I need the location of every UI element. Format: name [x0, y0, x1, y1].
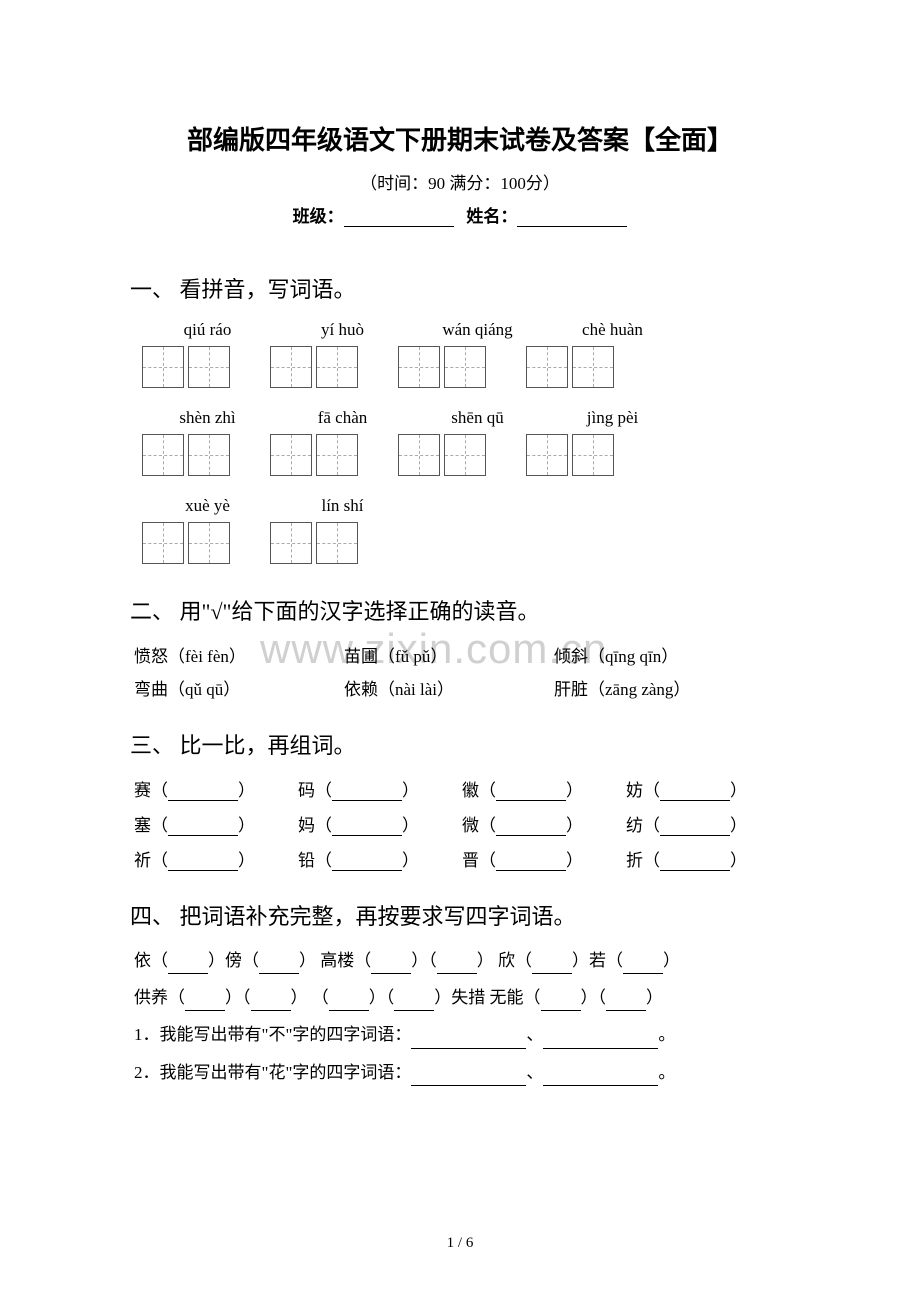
q3-item: 祈（）	[134, 846, 298, 871]
q2-item: 肝脏（zāng zàng）	[554, 675, 764, 700]
q4-line2: 供养（）（） （）（）失措 无能（）（）	[130, 984, 790, 1011]
char-box	[316, 346, 358, 388]
q2-item: 倾斜（qīng qīn）	[554, 642, 764, 667]
q4-line3: 1．我能写出带有"不"字的四字词语：、。	[130, 1021, 790, 1048]
char-box	[526, 346, 568, 388]
pinyin-item: jìng pèi	[565, 408, 660, 428]
section2-header: 二、 用"√"给下面的汉字选择正确的读音。	[130, 594, 790, 626]
pinyin-item: lín shí	[295, 496, 390, 516]
q2-row: 愤怒（fèi fèn） 苗圃（fǔ pǔ） 倾斜（qīng qīn）	[130, 642, 790, 667]
pinyin-item: chè huàn	[565, 320, 660, 340]
q4-line4: 2．我能写出带有"花"字的四字词语：、。	[130, 1059, 790, 1086]
q3-item: 赛（）	[134, 776, 298, 801]
char-box	[444, 434, 486, 476]
q2-item: 弯曲（qǔ qū）	[134, 675, 344, 700]
char-box-pair	[270, 346, 358, 388]
pinyin-item: shèn zhì	[160, 408, 255, 428]
section1-header: 一、 看拼音，写词语。	[130, 272, 790, 304]
box-row	[130, 522, 790, 564]
page-title: 部编版四年级语文下册期末试卷及答案【全面】	[130, 120, 790, 157]
char-box-pair	[142, 346, 230, 388]
q3-item: 铅（）	[298, 846, 462, 871]
pinyin-row: xuè yè lín shí	[130, 496, 790, 516]
subtitle: （时间：90 满分：100分）	[130, 169, 790, 194]
q3-item: 折（）	[626, 846, 790, 871]
char-box-pair	[398, 434, 486, 476]
char-box	[316, 522, 358, 564]
q3-row: 赛（） 码（） 徽（） 妨（）	[130, 776, 790, 801]
pinyin-item: fā chàn	[295, 408, 390, 428]
char-box	[188, 346, 230, 388]
pinyin-item: wán qiáng	[430, 320, 525, 340]
section4-header: 四、 把词语补充完整，再按要求写四字词语。	[130, 899, 790, 931]
q2-item: 苗圃（fǔ pǔ）	[344, 642, 554, 667]
char-box	[142, 434, 184, 476]
char-box	[270, 346, 312, 388]
char-box	[398, 434, 440, 476]
q3-item: 纺（）	[626, 811, 790, 836]
class-blank	[344, 226, 454, 227]
pinyin-item: yí huò	[295, 320, 390, 340]
q3-item: 晋（）	[462, 846, 626, 871]
pinyin-row: shèn zhì fā chàn shēn qū jìng pèi	[130, 408, 790, 428]
box-row	[130, 346, 790, 388]
q3-row: 祈（） 铅（） 晋（） 折（）	[130, 846, 790, 871]
char-box	[270, 522, 312, 564]
char-box-pair	[398, 346, 486, 388]
char-box	[142, 522, 184, 564]
pinyin-item: xuè yè	[160, 496, 255, 516]
q3-item: 妈（）	[298, 811, 462, 836]
q3-item: 妨（）	[626, 776, 790, 801]
char-box	[526, 434, 568, 476]
char-box-pair	[142, 522, 230, 564]
char-box	[444, 346, 486, 388]
page-number: 1 / 6	[0, 1235, 920, 1252]
pinyin-item: qiú ráo	[160, 320, 255, 340]
char-box	[572, 434, 614, 476]
char-box	[270, 434, 312, 476]
pinyin-item: shēn qū	[430, 408, 525, 428]
name-blank	[517, 226, 627, 227]
name-label: 姓名：	[466, 207, 517, 226]
q3-item: 徽（）	[462, 776, 626, 801]
char-box	[398, 346, 440, 388]
q3-row: 塞（） 妈（） 微（） 纺（）	[130, 811, 790, 836]
char-box-pair	[526, 434, 614, 476]
char-box-pair	[526, 346, 614, 388]
q4-line1: 依（）傍（） 高楼（）（） 欣（）若（）	[130, 947, 790, 974]
char-box	[142, 346, 184, 388]
q3-item: 微（）	[462, 811, 626, 836]
char-box	[188, 434, 230, 476]
q3-item: 塞（）	[134, 811, 298, 836]
char-box-pair	[270, 434, 358, 476]
char-box-pair	[142, 434, 230, 476]
char-box-pair	[270, 522, 358, 564]
char-box	[316, 434, 358, 476]
char-box	[572, 346, 614, 388]
q2-item: 依赖（nài lài）	[344, 675, 554, 700]
q3-item: 码（）	[298, 776, 462, 801]
info-line: 班级： 姓名：	[130, 202, 790, 227]
section3-header: 三、 比一比，再组词。	[130, 728, 790, 760]
class-label: 班级：	[293, 207, 344, 226]
pinyin-row: qiú ráo yí huò wán qiáng chè huàn	[130, 320, 790, 340]
char-box	[188, 522, 230, 564]
q2-item: 愤怒（fèi fèn）	[134, 642, 344, 667]
box-row	[130, 434, 790, 476]
q2-row: 弯曲（qǔ qū） 依赖（nài lài） 肝脏（zāng zàng）	[130, 675, 790, 700]
